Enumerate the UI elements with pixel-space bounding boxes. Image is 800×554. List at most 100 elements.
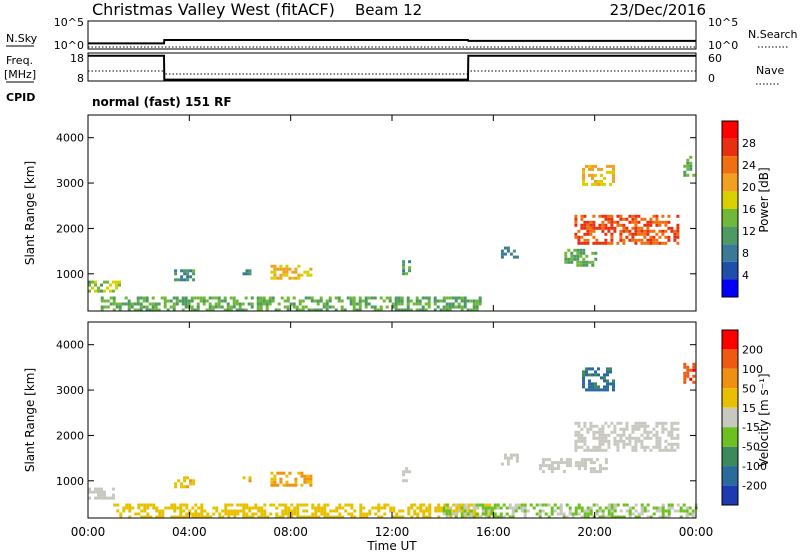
power-cell — [418, 302, 422, 306]
velocity-scatter-region — [538, 458, 608, 474]
velocity-cell — [613, 503, 617, 507]
power-cell — [692, 173, 696, 177]
power-cell — [595, 226, 599, 230]
velocity-cell — [559, 509, 563, 513]
velocity-cell — [658, 421, 662, 425]
power-cell — [424, 302, 428, 306]
velocity-cell — [350, 506, 354, 510]
power-cell — [88, 280, 91, 284]
power-cell — [591, 260, 595, 264]
power-cell — [256, 299, 260, 303]
time-x-ticks: 00:00 04:00 08:00 12:00 16:00 20:00 00:00 — [71, 115, 713, 539]
velocity-cell — [300, 483, 304, 487]
velocity-cell — [97, 490, 100, 494]
velocity-cell — [200, 503, 204, 507]
velocity-cell — [365, 512, 369, 516]
velocity-cell — [619, 421, 623, 425]
power-cell — [421, 296, 425, 300]
velocity-cell — [598, 509, 602, 513]
power-cell — [214, 302, 218, 306]
power-cell — [148, 302, 152, 306]
power-cell — [594, 173, 597, 177]
power-cell — [591, 176, 594, 180]
velocity-cell — [242, 512, 246, 516]
power-cell — [367, 302, 371, 306]
power-cell — [595, 238, 599, 242]
velocity-cell — [490, 512, 494, 516]
power-cell — [211, 305, 215, 309]
velocity-cell — [670, 448, 674, 452]
velocity-cell — [306, 480, 310, 484]
power-cell — [180, 278, 184, 282]
velocity-cell — [189, 479, 193, 483]
velocity-cell — [103, 490, 106, 494]
velocity-cell — [571, 512, 575, 516]
power-cell — [610, 220, 614, 224]
velocity-data — [88, 362, 698, 519]
velocity-cell — [574, 445, 578, 449]
power-cell — [199, 296, 203, 300]
velocity-cell — [440, 509, 444, 513]
power-scatter-region — [402, 260, 412, 276]
velocity-cell — [586, 458, 590, 462]
power-cell — [97, 289, 100, 293]
velocity-cell — [607, 442, 611, 446]
power-cell — [394, 296, 398, 300]
velocity-cell — [167, 506, 171, 510]
power-cell — [142, 305, 146, 309]
power-cell — [577, 229, 581, 233]
velocity-cell — [679, 509, 683, 513]
velocity-cell — [664, 515, 668, 519]
power-cell — [406, 305, 410, 309]
velocity-cell — [410, 515, 414, 519]
velocity-cell — [607, 433, 611, 437]
power-cell — [451, 305, 455, 309]
velocity-cell — [314, 515, 318, 519]
velocity-cell — [445, 503, 449, 507]
colorbar-tick-label: 20 — [742, 181, 756, 194]
power-cell — [340, 308, 344, 312]
velocity-cell — [155, 509, 159, 513]
velocity-cell — [625, 424, 629, 428]
velocity-cell — [604, 461, 608, 465]
power-cell — [262, 302, 266, 306]
velocity-cell — [469, 515, 473, 519]
velocity-cell — [425, 506, 429, 510]
power-cell — [676, 235, 680, 239]
power-cell — [646, 238, 650, 242]
velocity-cell — [517, 503, 521, 507]
power-cell — [256, 296, 260, 300]
velocity-cell — [541, 461, 545, 465]
velocity-cell — [496, 506, 500, 510]
power-cell — [601, 229, 605, 233]
velocity-cell — [140, 503, 144, 507]
velocity-cell — [661, 506, 665, 510]
velocity-cell — [300, 471, 304, 475]
power-cell — [512, 249, 516, 253]
colorbar-swatch — [722, 261, 738, 280]
velocity-cell — [94, 487, 97, 491]
power-cell — [655, 214, 659, 218]
velocity-cell — [538, 515, 542, 519]
power-cell — [585, 260, 589, 264]
velocity-cell — [604, 439, 608, 443]
velocity-cell — [559, 503, 563, 507]
power-cell — [279, 267, 283, 271]
power-cell — [286, 296, 290, 300]
velocity-cell — [405, 470, 409, 474]
freq-tick-bottom: 8 — [77, 72, 84, 85]
power-cell — [352, 305, 356, 309]
velocity-cell — [445, 509, 449, 513]
velocity-cell — [616, 433, 620, 437]
velocity-cell — [622, 442, 626, 446]
power-cell — [567, 248, 571, 252]
velocity-cell — [591, 385, 594, 389]
power-cell — [196, 308, 200, 312]
power-cell — [604, 223, 608, 227]
velocity-cell — [523, 506, 527, 510]
velocity-cell — [559, 512, 563, 516]
velocity-cell — [631, 506, 635, 510]
velocity-cell — [487, 509, 491, 513]
velocity-cell — [603, 379, 606, 383]
cpid-label: CPID — [6, 91, 35, 104]
